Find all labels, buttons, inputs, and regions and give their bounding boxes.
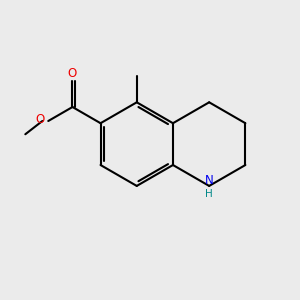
- Text: N: N: [205, 174, 214, 187]
- Text: O: O: [35, 113, 45, 126]
- Text: H: H: [205, 189, 213, 199]
- Text: O: O: [68, 67, 77, 80]
